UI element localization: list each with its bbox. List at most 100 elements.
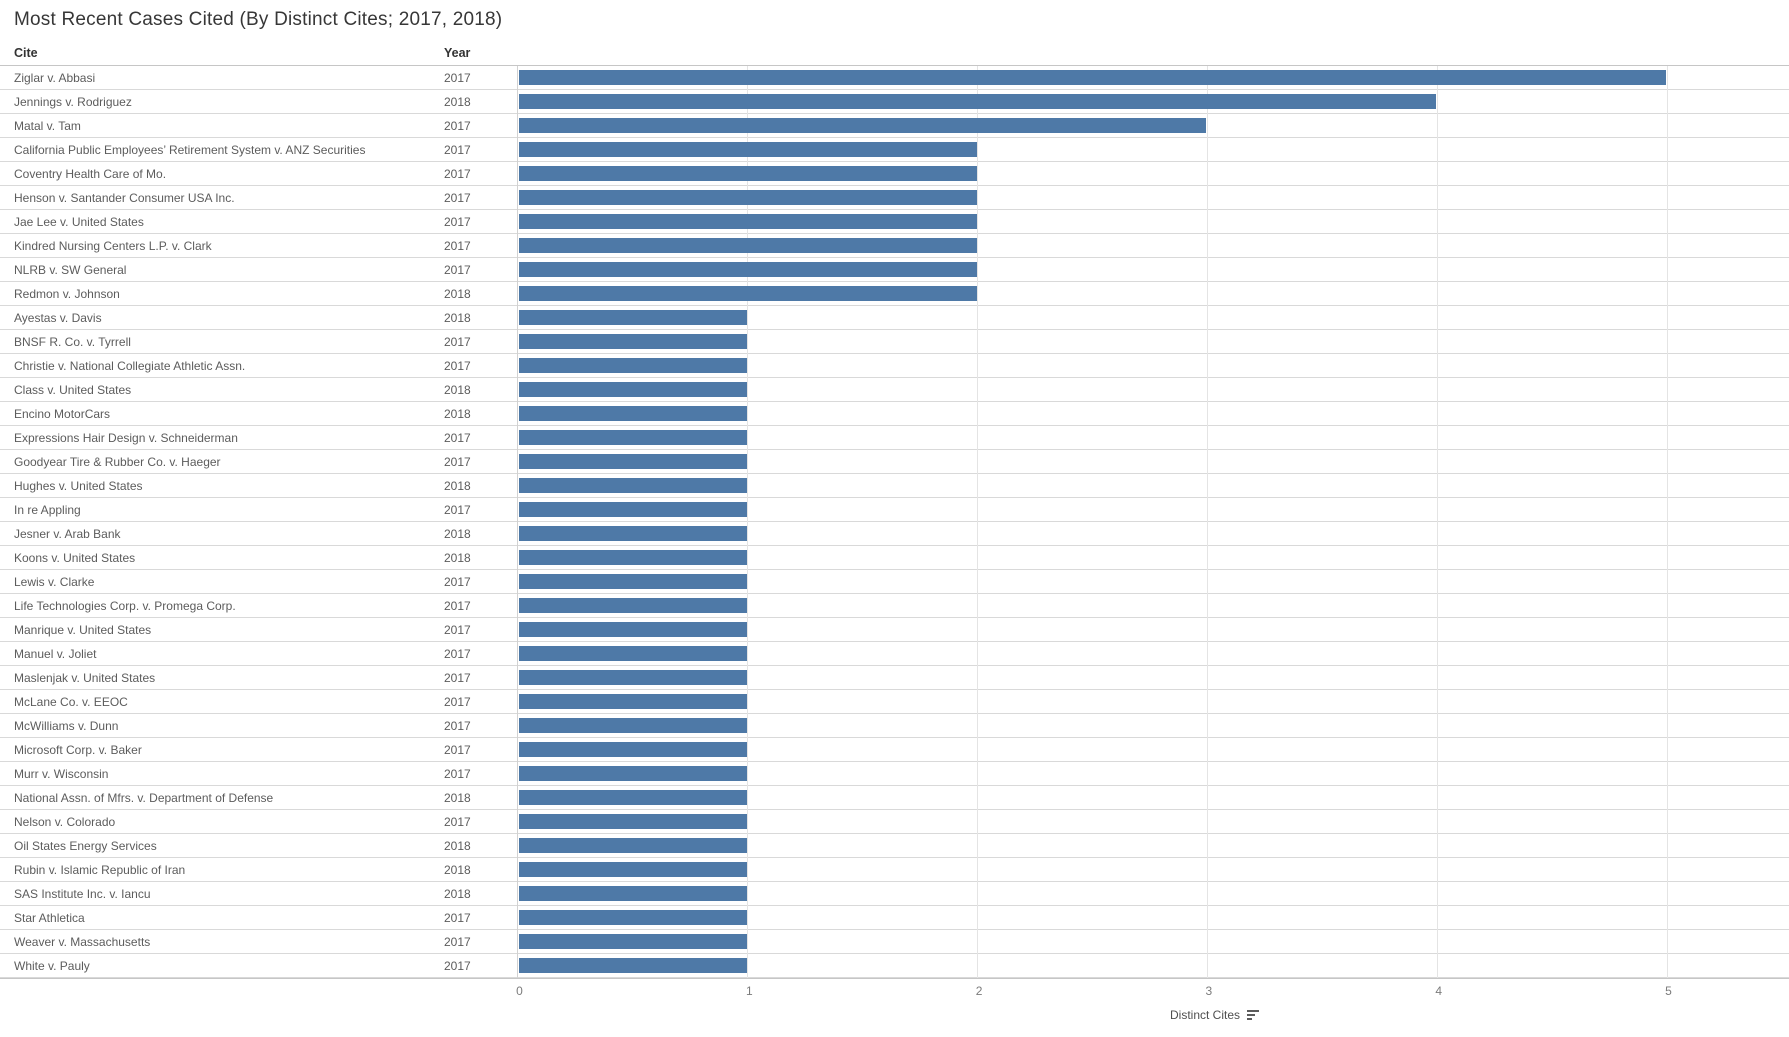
bar[interactable] [519,910,747,925]
bar[interactable] [519,142,977,157]
row-cite-label[interactable]: Microsoft Corp. v. Baker [14,743,142,757]
bar[interactable] [519,310,747,325]
row-cite-label[interactable]: Goodyear Tire & Rubber Co. v. Haeger [14,455,221,469]
row-year-label[interactable]: 2017 [444,815,471,829]
bar[interactable] [519,790,747,805]
row-year-label[interactable]: 2018 [444,407,471,421]
bar[interactable] [519,766,747,781]
row-cite-label[interactable]: Rubin v. Islamic Republic of Iran [14,863,186,877]
row-cite-label[interactable]: Manuel v. Joliet [14,647,97,661]
bar[interactable] [519,574,747,589]
row-cite-label[interactable]: Jae Lee v. United States [14,215,144,229]
row-cite-label[interactable]: Manrique v. United States [14,623,152,637]
row-year-label[interactable]: 2017 [444,503,471,517]
row-cite-label[interactable]: Henson v. Santander Consumer USA Inc. [14,191,235,205]
bar[interactable] [519,238,977,253]
row-cite-label[interactable]: Koons v. United States [14,551,136,565]
bar[interactable] [519,406,747,421]
row-year-label[interactable]: 2018 [444,95,471,109]
row-year-label[interactable]: 2017 [444,263,471,277]
bar[interactable] [519,958,747,973]
row-year-label[interactable]: 2017 [444,935,471,949]
row-year-label[interactable]: 2017 [444,599,471,613]
bar[interactable] [519,502,747,517]
bar[interactable] [519,862,747,877]
row-year-label[interactable]: 2017 [444,119,471,133]
x-axis-title[interactable]: Distinct Cites [1170,1008,1260,1022]
bar[interactable] [519,694,747,709]
row-year-label[interactable]: 2018 [444,287,471,301]
bar[interactable] [519,478,747,493]
row-cite-label[interactable]: Lewis v. Clarke [14,575,95,589]
bar[interactable] [519,550,747,565]
row-year-label[interactable]: 2017 [444,911,471,925]
row-cite-label[interactable]: Life Technologies Corp. v. Promega Corp. [14,599,236,613]
row-cite-label[interactable]: Coventry Health Care of Mo. [14,167,167,181]
row-cite-label[interactable]: Kindred Nursing Centers L.P. v. Clark [14,239,212,253]
bar[interactable] [519,166,977,181]
row-year-label[interactable]: 2017 [444,695,471,709]
row-cite-label[interactable]: Christie v. National Collegiate Athletic… [14,359,246,373]
row-year-label[interactable]: 2017 [444,767,471,781]
row-cite-label[interactable]: BNSF R. Co. v. Tyrrell [14,335,131,349]
row-year-label[interactable]: 2018 [444,839,471,853]
row-year-label[interactable]: 2017 [444,575,471,589]
row-cite-label[interactable]: California Public Employees’ Retirement … [14,143,366,157]
bar[interactable] [519,598,747,613]
bar[interactable] [519,814,747,829]
row-year-label[interactable]: 2017 [444,743,471,757]
bar[interactable] [519,358,747,373]
bar[interactable] [519,262,977,277]
row-year-label[interactable]: 2018 [444,863,471,877]
row-year-label[interactable]: 2017 [444,431,471,445]
row-year-label[interactable]: 2018 [444,311,471,325]
bar[interactable] [519,382,747,397]
row-year-label[interactable]: 2018 [444,479,471,493]
row-cite-label[interactable]: Jennings v. Rodriguez [14,95,132,109]
row-year-label[interactable]: 2018 [444,887,471,901]
row-cite-label[interactable]: Ayestas v. Davis [14,311,102,325]
row-cite-label[interactable]: Murr v. Wisconsin [14,767,109,781]
row-year-label[interactable]: 2017 [444,239,471,253]
row-year-label[interactable]: 2017 [444,71,471,85]
row-cite-label[interactable]: Ziglar v. Abbasi [14,71,96,85]
bar[interactable] [519,742,747,757]
row-cite-label[interactable]: Oil States Energy Services [14,839,157,853]
column-header-year[interactable]: Year [444,46,471,60]
row-cite-label[interactable]: SAS Institute Inc. v. Iancu [14,887,151,901]
bar[interactable] [519,70,1666,85]
row-year-label[interactable]: 2017 [444,959,471,973]
row-year-label[interactable]: 2018 [444,383,471,397]
bar[interactable] [519,670,747,685]
row-cite-label[interactable]: Encino MotorCars [14,407,111,421]
row-cite-label[interactable]: NLRB v. SW General [14,263,127,277]
row-cite-label[interactable]: Hughes v. United States [14,479,143,493]
bar[interactable] [519,934,747,949]
row-cite-label[interactable]: McWilliams v. Dunn [14,719,119,733]
bar[interactable] [519,646,747,661]
row-cite-label[interactable]: White v. Pauly [14,959,90,973]
row-year-label[interactable]: 2017 [444,623,471,637]
row-cite-label[interactable]: Redmon v. Johnson [14,287,120,301]
row-year-label[interactable]: 2018 [444,791,471,805]
column-header-cite[interactable]: Cite [14,46,38,60]
row-cite-label[interactable]: Matal v. Tam [14,119,81,133]
row-cite-label[interactable]: In re Appling [14,503,81,517]
bar[interactable] [519,454,747,469]
bar[interactable] [519,886,747,901]
row-cite-label[interactable]: Weaver v. Massachusetts [14,935,151,949]
bar[interactable] [519,334,747,349]
bar[interactable] [519,118,1207,133]
bar[interactable] [519,622,747,637]
row-year-label[interactable]: 2017 [444,215,471,229]
sort-descending-icon[interactable] [1247,1010,1260,1020]
row-cite-label[interactable]: McLane Co. v. EEOC [14,695,128,709]
row-year-label[interactable]: 2017 [444,335,471,349]
row-cite-label[interactable]: Jesner v. Arab Bank [14,527,121,541]
row-cite-label[interactable]: Star Athletica [14,911,85,925]
row-cite-label[interactable]: Maslenjak v. United States [14,671,156,685]
bar[interactable] [519,214,977,229]
row-year-label[interactable]: 2017 [444,671,471,685]
row-year-label[interactable]: 2017 [444,191,471,205]
row-year-label[interactable]: 2018 [444,527,471,541]
